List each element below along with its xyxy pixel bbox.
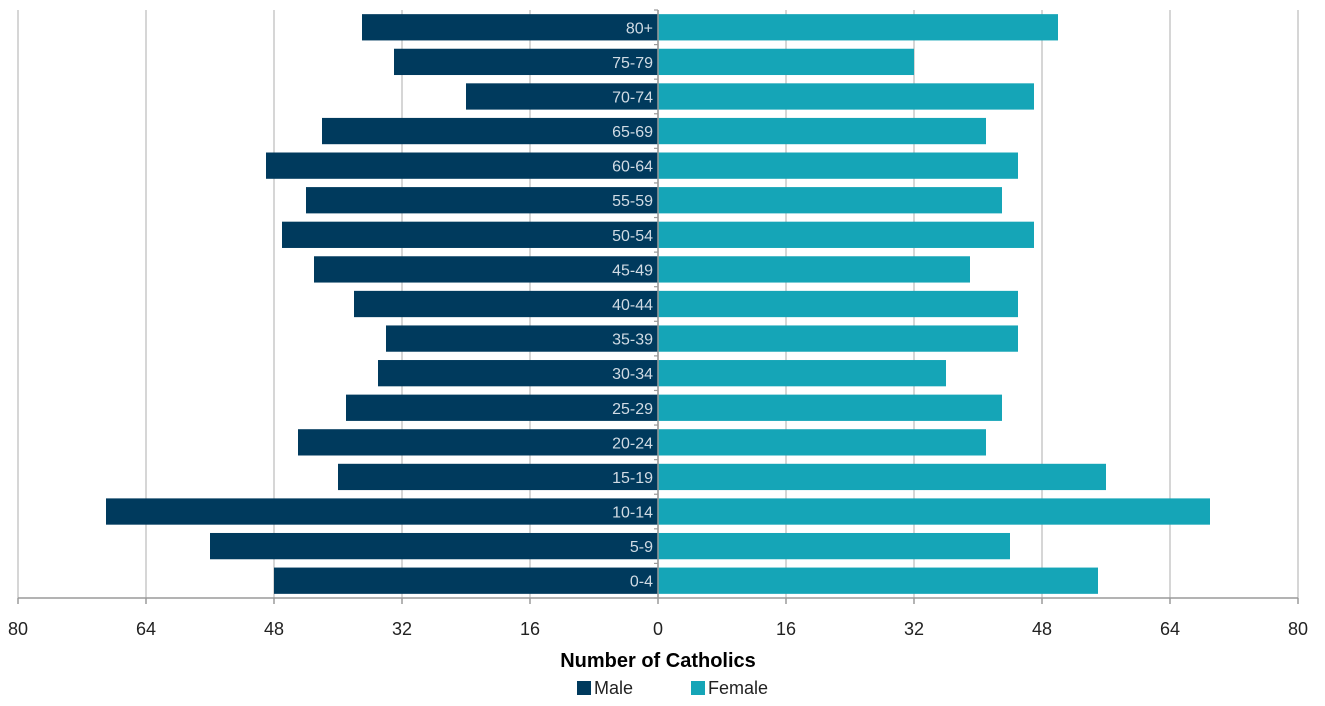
bar-female-10-14 <box>658 498 1210 525</box>
bar-male-60-64 <box>266 152 658 179</box>
bar-male-70-74 <box>466 83 658 110</box>
category-label: 35-39 <box>612 332 653 349</box>
bar-female-65-69 <box>658 117 986 145</box>
bar-male-50-54 <box>282 221 658 248</box>
category-label: 45-49 <box>612 262 653 279</box>
x-axis-title: Number of Catholics <box>560 650 756 672</box>
bar-male-25-29 <box>346 394 658 421</box>
x-tick-label: 64 <box>136 619 156 639</box>
x-tick-label: 16 <box>776 619 796 639</box>
legend-label-male: Male <box>594 678 633 698</box>
bar-male-45-49 <box>314 256 658 283</box>
bar-female-45-49 <box>658 256 970 283</box>
bar-male-5-9 <box>210 532 658 560</box>
bar-female-70-74 <box>658 83 1034 110</box>
category-label: 10-14 <box>612 505 653 522</box>
x-tick-label: 48 <box>1032 619 1052 639</box>
x-tick-label: 32 <box>904 619 924 639</box>
category-label: 75-79 <box>612 55 653 72</box>
x-tick-label: 16 <box>520 619 540 639</box>
x-tick-label: 64 <box>1160 619 1180 639</box>
x-axis: 80 64 48 32 16 0 16 32 48 64 80 <box>8 9 1308 639</box>
legend: Male Female <box>577 678 768 698</box>
bar-female-60-64 <box>658 152 1018 179</box>
x-tick-label: 48 <box>264 619 284 639</box>
bar-male-10-14 <box>106 498 658 525</box>
category-label: 80+ <box>626 20 653 37</box>
bar-female-50-54 <box>658 221 1034 248</box>
category-label: 20-24 <box>612 435 653 452</box>
bar-female-35-39 <box>658 325 1018 352</box>
bar-male-80+ <box>362 14 658 41</box>
bar-female-80+ <box>658 14 1058 41</box>
category-label: 0-4 <box>630 574 653 591</box>
category-label: 60-64 <box>612 159 653 176</box>
bar-male-55-59 <box>306 187 658 214</box>
bar-female-55-59 <box>658 187 1002 214</box>
bar-male-40-44 <box>354 290 658 318</box>
bar-female-0-4 <box>658 567 1098 594</box>
bar-female-40-44 <box>658 290 1018 318</box>
bar-female-30-34 <box>658 360 946 387</box>
bar-female-5-9 <box>658 532 1010 560</box>
bar-male-75-79 <box>394 48 658 76</box>
x-tick-label: 32 <box>392 619 412 639</box>
bar-male-30-34 <box>378 360 658 387</box>
bar-female-15-19 <box>658 463 1106 491</box>
legend-swatch-female <box>691 681 705 695</box>
category-label: 50-54 <box>612 228 653 245</box>
legend-label-female: Female <box>708 678 768 698</box>
category-label: 70-74 <box>612 89 653 106</box>
bar-male-15-19 <box>338 463 658 491</box>
bars <box>106 14 1210 594</box>
bar-male-20-24 <box>298 429 658 456</box>
category-label: 65-69 <box>612 124 653 141</box>
x-tick-label: 0 <box>653 619 663 639</box>
bar-male-35-39 <box>386 325 658 352</box>
bar-female-25-29 <box>658 394 1002 421</box>
bar-female-75-79 <box>658 48 914 76</box>
category-label: 25-29 <box>612 401 653 418</box>
legend-swatch-male <box>577 681 591 695</box>
category-label: 40-44 <box>612 297 653 314</box>
x-tick-label: 80 <box>1288 619 1308 639</box>
bar-female-20-24 <box>658 429 986 456</box>
x-tick-label: 80 <box>8 619 28 639</box>
category-label: 5-9 <box>630 539 653 556</box>
category-labels: 0-4 5-9 10-14 15-19 20-24 25-29 30-34 35-39 40-4… <box>612 20 653 590</box>
category-label: 30-34 <box>612 366 653 383</box>
bar-male-0-4 <box>274 567 658 594</box>
category-label: 15-19 <box>612 470 653 487</box>
category-label: 55-59 <box>612 193 653 210</box>
bar-male-65-69 <box>322 117 658 145</box>
